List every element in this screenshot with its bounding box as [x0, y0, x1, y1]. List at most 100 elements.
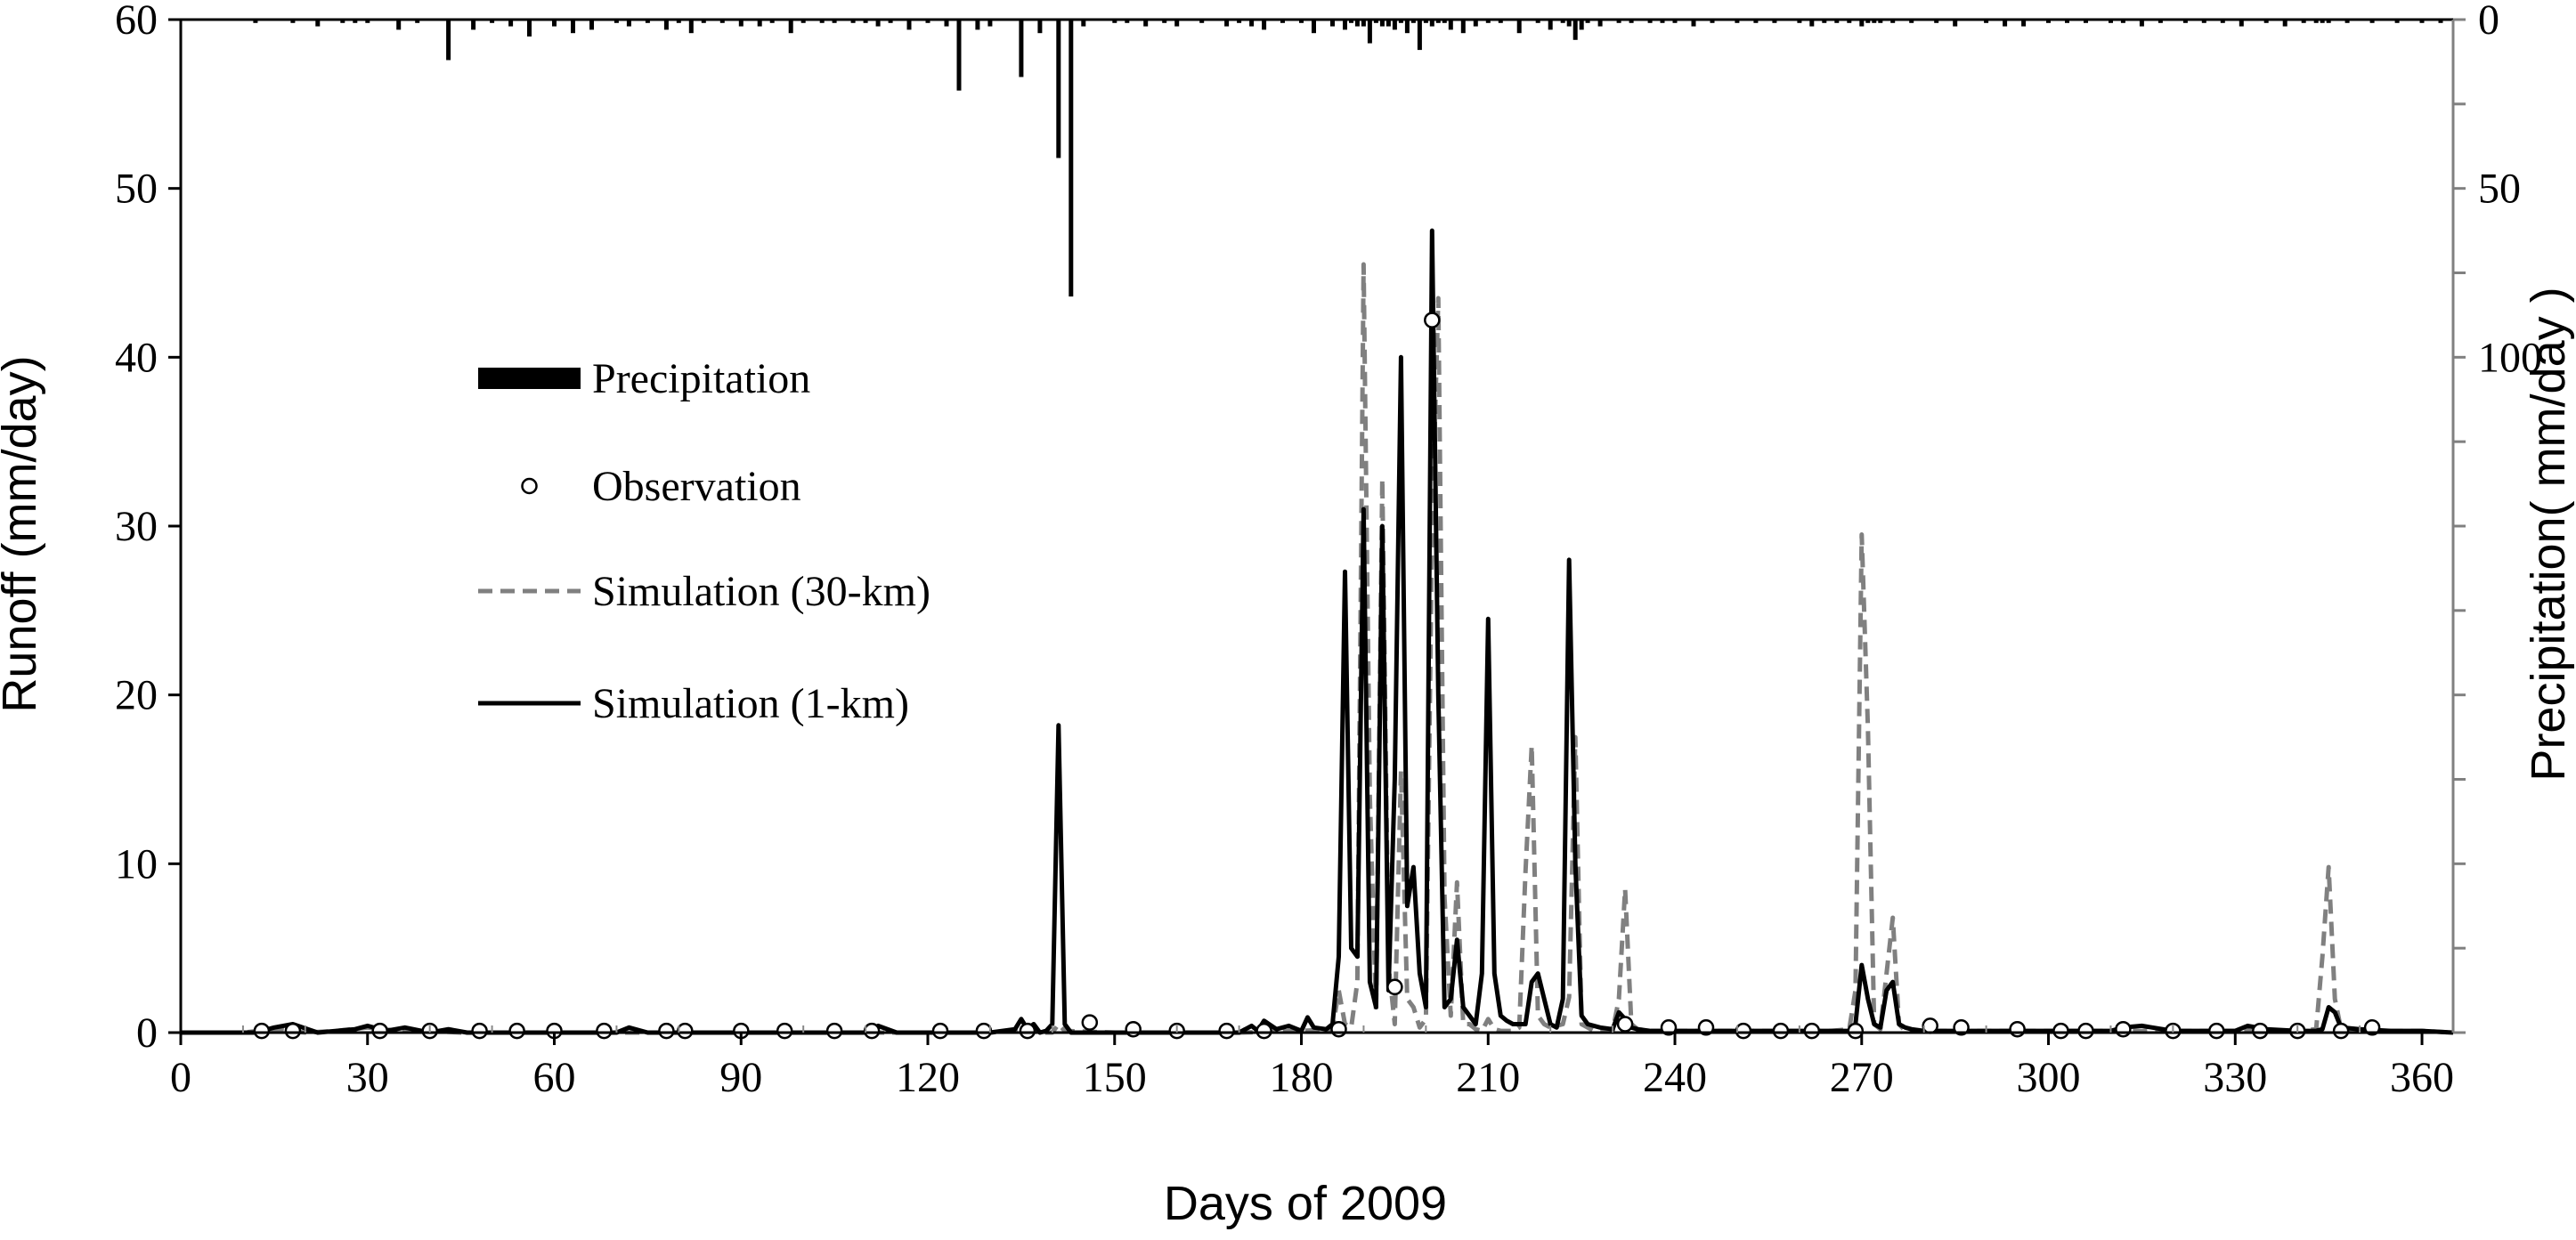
precipitation-bar	[1809, 20, 1815, 27]
precipitation-bar	[701, 20, 706, 23]
y-axis-title-right: Precipitation( mm/day )	[2522, 287, 2575, 781]
precipitation-bar	[875, 20, 881, 27]
precipitation-bar	[1448, 20, 1453, 30]
precipitation-bar	[769, 20, 775, 23]
observation-marker	[371, 1022, 388, 1040]
observation-marker	[1125, 1020, 1142, 1038]
precipitation-bar	[1890, 20, 1896, 23]
x-tick-label: 210	[1456, 1054, 1520, 1101]
simulation-1km-line	[181, 228, 2454, 1035]
precipitation-bar	[2084, 20, 2088, 23]
precipitation-bar	[626, 20, 631, 27]
observation-marker	[1019, 1022, 1036, 1040]
axes	[168, 18, 2466, 1045]
observation-marker	[825, 1022, 843, 1040]
precipitation-bar	[1143, 20, 1149, 27]
x-tick-label: 60	[533, 1054, 576, 1101]
precipitation-bar	[906, 20, 912, 30]
precipitation-bar	[987, 20, 993, 27]
precipitation-bar	[1056, 20, 1061, 158]
precipitation-bar	[1865, 20, 1871, 23]
precipitation-bar	[589, 20, 594, 30]
precipitation-bar	[1037, 20, 1043, 34]
tick-labels: 0 30 60 90 120 150 180 210 240 270 300 330 360010203…	[115, 0, 2542, 1101]
y-right-tick-label: 100	[2478, 334, 2542, 381]
precipitation-bar	[508, 20, 514, 27]
observation-marker	[1697, 1019, 1715, 1036]
precipitation-bar	[1516, 20, 1522, 34]
precipitation-bar	[1485, 20, 1491, 23]
precipitation-bar	[1859, 20, 1865, 27]
precipitation-bar	[2220, 20, 2225, 23]
precipitation-bar	[850, 20, 856, 23]
precipitation-bar	[552, 20, 557, 27]
precipitation-bar	[1566, 20, 1572, 27]
precipitation-bar	[819, 20, 825, 23]
precipitation-bar	[353, 20, 358, 23]
precipitation-bar	[788, 20, 793, 34]
precipitation-bar	[2021, 20, 2027, 27]
precipitation-bar	[2139, 20, 2144, 27]
precipitation-bar	[1199, 20, 1205, 23]
precipitation-bar	[1330, 20, 1335, 27]
legend-label: Simulation (30-km)	[592, 568, 930, 615]
precipitation-bar	[1672, 20, 1678, 23]
legend-swatch-precipitation	[478, 368, 581, 389]
precipitation-bar	[800, 20, 806, 23]
precipitation-bar	[1410, 20, 1416, 23]
precipitation-bar	[1373, 20, 1378, 23]
precipitation-bar	[2003, 20, 2008, 27]
x-tick-label: 330	[2203, 1054, 2267, 1101]
precipitation-bar	[1710, 20, 1715, 23]
observation-marker	[471, 1022, 488, 1040]
legend-item: Simulation (30-km)	[478, 568, 930, 615]
y-left-tick-label: 10	[115, 840, 158, 887]
precipitation-bar	[2239, 20, 2244, 27]
precipitation-bar	[757, 20, 762, 27]
y-left-tick-label: 50	[115, 166, 158, 213]
precipitation-bar	[1460, 20, 1466, 34]
precipitation-bar	[1349, 20, 1353, 23]
precipitation-bar	[396, 20, 402, 30]
precipitation-bar	[571, 20, 575, 34]
observation-marker	[2009, 1020, 2026, 1038]
precipitation-bar	[1647, 20, 1653, 23]
precipitation-bar	[1597, 20, 1603, 27]
observation-marker	[2332, 1022, 2350, 1040]
precipitation-bar	[1735, 20, 1740, 23]
precipitation-bar	[1797, 20, 1802, 23]
precipitation-bar	[1125, 20, 1130, 23]
x-tick-label: 120	[896, 1054, 960, 1101]
precipitation-bar	[925, 20, 930, 23]
precipitation-bar	[2419, 20, 2425, 23]
observation-marker	[2052, 1022, 2069, 1040]
y-left-tick-label: 40	[115, 334, 158, 381]
precipitation-bar	[1262, 20, 1267, 30]
precipitation-bar	[2326, 20, 2331, 23]
precipitation-bar	[863, 20, 868, 23]
precipitation-bar	[1423, 20, 1428, 23]
precipitation-bar	[1312, 20, 1316, 34]
observation-marker	[658, 1022, 675, 1040]
x-tick-label: 360	[2390, 1054, 2454, 1101]
precipitation-bar	[956, 20, 962, 91]
observation-marker	[1803, 1022, 1821, 1040]
precipitation-bar	[1237, 20, 1242, 23]
observation-marker	[1424, 312, 1441, 328]
precipitation-bar	[1660, 20, 1665, 23]
precipitation-bar	[415, 20, 420, 23]
precipitation-bar	[1112, 20, 1117, 23]
precipitation-bar	[2182, 20, 2188, 23]
precipitation-bar	[663, 20, 669, 30]
precipitation-bar	[1429, 20, 1434, 27]
observation-marker	[1218, 1022, 1235, 1040]
precipitation-bar	[2320, 20, 2325, 23]
y-right-tick-label: 50	[2478, 166, 2521, 213]
y-left-tick-label: 30	[115, 503, 158, 550]
precipitation-bar	[832, 20, 837, 23]
precipitation-bar	[1019, 20, 1024, 77]
x-tick-label: 270	[1830, 1054, 1894, 1101]
x-tick-label: 150	[1083, 1054, 1147, 1101]
